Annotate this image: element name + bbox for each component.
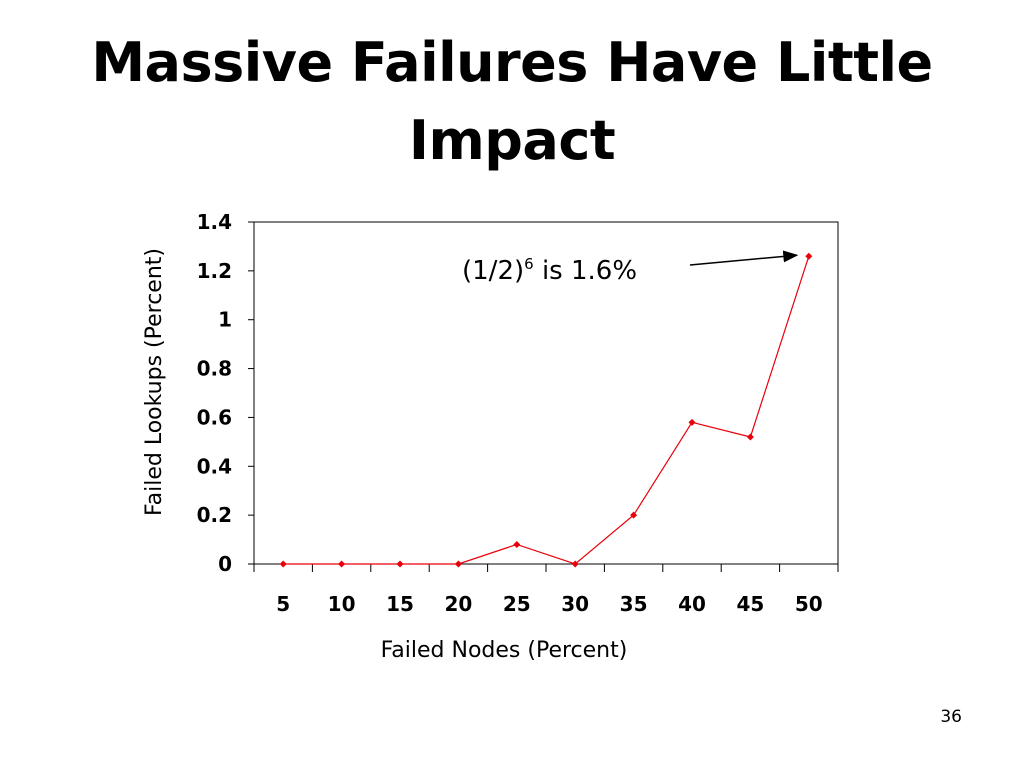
data-point [630, 511, 638, 519]
x-tick-label: 35 [620, 592, 648, 616]
svg-text:(1/2)6 is 1.6%: (1/2)6 is 1.6% [462, 255, 637, 286]
x-tick-label: 20 [444, 592, 472, 616]
data-point [396, 560, 404, 568]
series-line [283, 256, 810, 565]
annotation-tail: is 1.6% [534, 256, 637, 286]
y-axis: 0 0.2 0.4 0.6 0.8 1 1.2 1.4 [197, 210, 254, 576]
y-tick-label: 1 [218, 308, 232, 332]
data-point [688, 418, 696, 426]
y-tick-label: 0.2 [197, 503, 232, 527]
y-tick-label: 0.6 [197, 405, 232, 429]
annotation: (1/2)6 is 1.6% [462, 250, 799, 286]
x-tick-label: 50 [795, 592, 823, 616]
series-layer [279, 252, 813, 568]
y-tick-label: 1.4 [197, 210, 232, 234]
x-tick-label: 40 [678, 592, 706, 616]
annotation-base: (1/2) [462, 256, 524, 286]
slide-title-line-2: Impact [408, 109, 616, 172]
y-tick-label: 0 [218, 552, 232, 576]
data-point [279, 560, 287, 568]
annotation-exponent: 6 [524, 255, 534, 273]
x-tick-label: 15 [386, 592, 414, 616]
data-point [805, 252, 813, 260]
y-axis-label: Failed Lookups (Percent) [142, 248, 167, 516]
y-tick-label: 0.4 [197, 454, 232, 478]
data-point [454, 560, 462, 568]
slide-title: Massive Failures Have Little Impact [0, 24, 1024, 180]
y-tick-label: 0.8 [197, 357, 232, 381]
x-axis-label: Failed Nodes (Percent) [381, 638, 628, 663]
data-point [571, 560, 579, 568]
annotation-arrow [689, 250, 799, 266]
x-tick-label: 30 [561, 592, 589, 616]
x-tick-label: 10 [328, 592, 356, 616]
page-number: 36 [940, 707, 962, 727]
data-point [513, 540, 521, 548]
slide-title-line-1: Massive Failures Have Little [91, 31, 933, 94]
y-tick-label: 1.2 [197, 259, 232, 283]
data-point [746, 433, 754, 441]
x-axis: 5 10 15 20 25 30 35 40 45 50 [253, 564, 839, 616]
x-tick-label: 25 [503, 592, 531, 616]
x-tick-label: 5 [276, 592, 290, 616]
data-point [338, 560, 346, 568]
x-tick-label: 45 [736, 592, 764, 616]
